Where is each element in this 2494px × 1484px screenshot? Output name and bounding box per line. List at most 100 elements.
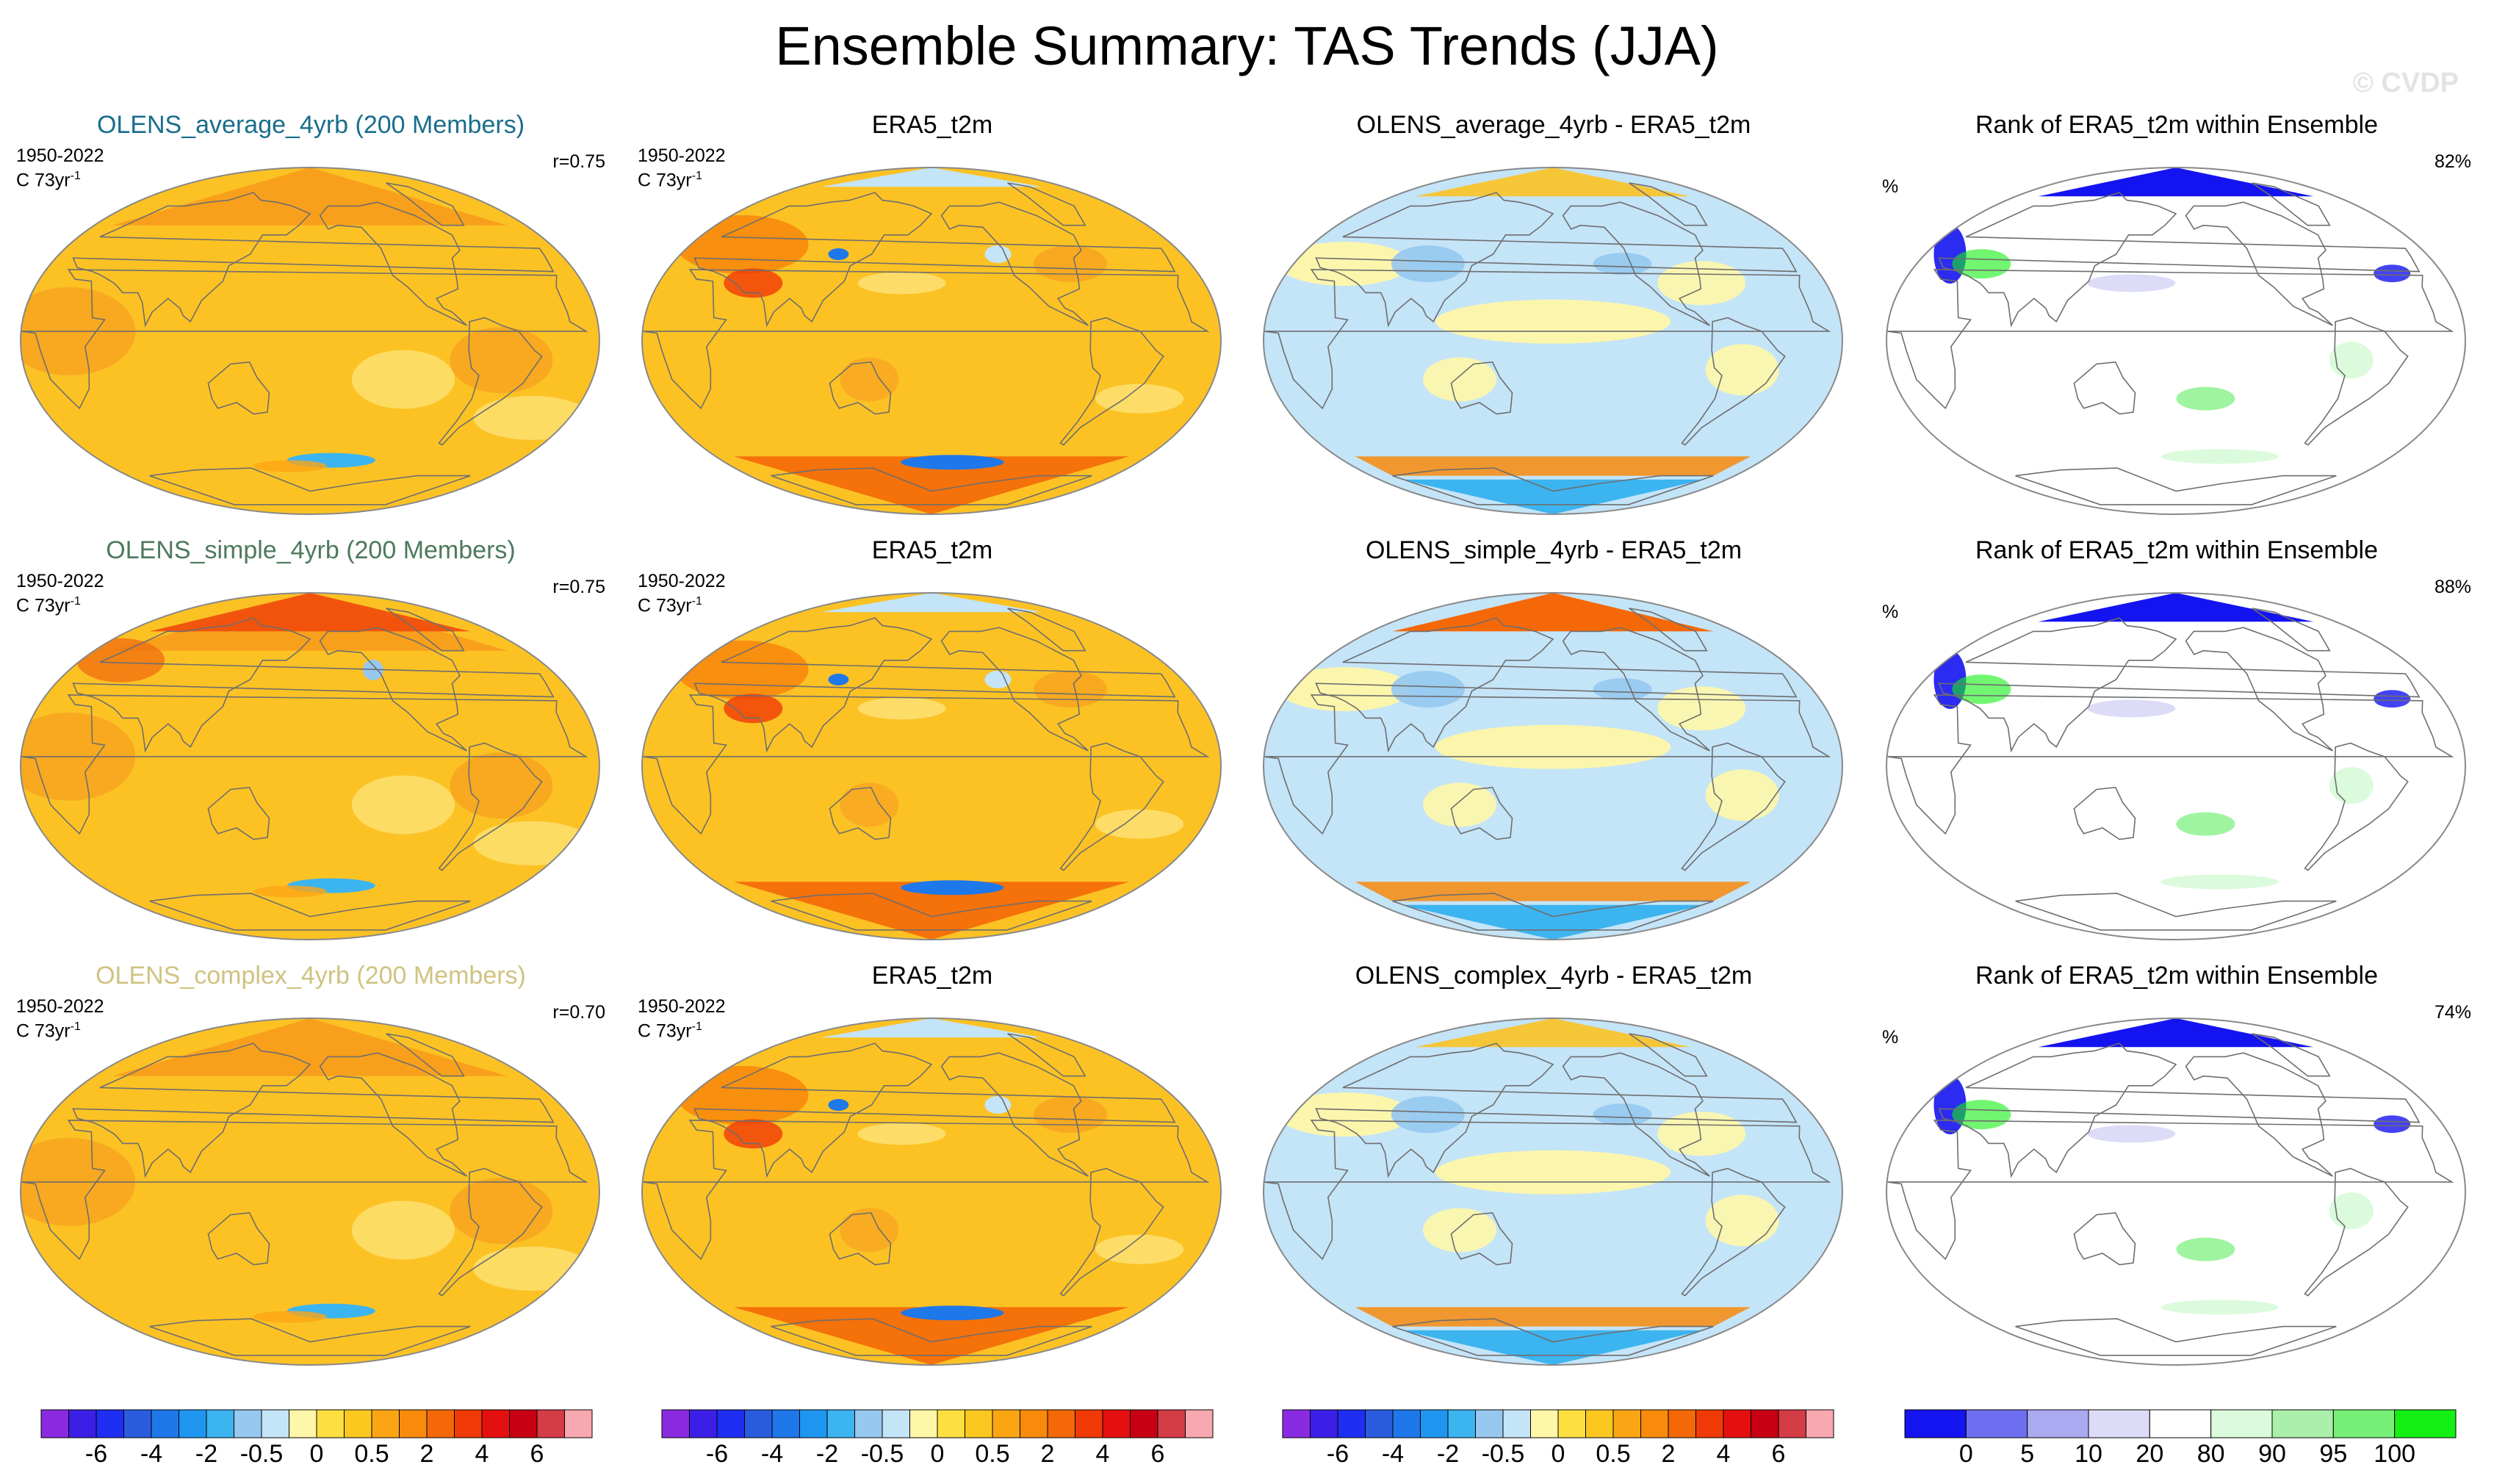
anomaly-patch bbox=[351, 350, 455, 409]
anomaly-patch bbox=[1657, 686, 1746, 731]
map-panel-ensemble: OLENS_simple_4yrb (200 Members) 1950-2022… bbox=[0, 536, 621, 960]
anomaly-patch bbox=[1705, 1195, 1779, 1247]
period-label: 1950-2022 bbox=[16, 996, 104, 1017]
colorbar-box bbox=[454, 1409, 483, 1438]
anomaly-patch bbox=[473, 1246, 591, 1291]
cooling-patch bbox=[984, 245, 1012, 263]
anomaly-patch bbox=[1034, 671, 1108, 708]
arctic-band bbox=[1415, 168, 1691, 197]
map-field bbox=[642, 168, 1221, 514]
units-text: C 73yr bbox=[638, 595, 692, 616]
anomaly-patch bbox=[1034, 1096, 1108, 1134]
map-panel-ensemble: OLENS_complex_4yrb (200 Members) 1950-202… bbox=[0, 961, 621, 1386]
period-label: 1950-2022 bbox=[16, 571, 104, 591]
colorbar-box bbox=[1020, 1409, 1048, 1438]
anomaly-patch bbox=[76, 638, 165, 682]
world-map bbox=[641, 1017, 1222, 1366]
panel-title: Rank of ERA5_t2m within Ensemble bbox=[1975, 962, 2379, 990]
page-title: Ensemble Summary: TAS Trends (JJA) bbox=[775, 15, 1719, 76]
units-label: C 73yr-1 bbox=[638, 166, 702, 190]
coastline-south-america bbox=[1681, 1167, 1786, 1297]
colorbar-boxes bbox=[1904, 1409, 2457, 1438]
high-rank-patch bbox=[2176, 812, 2235, 836]
coastline-antarctica bbox=[2015, 1318, 2337, 1356]
panel-title: OLENS_complex_4yrb - ERA5_t2m bbox=[1355, 962, 1753, 990]
panel-title: OLENS_complex_4yrb (200 Members) bbox=[95, 962, 526, 990]
high-rank-patch bbox=[1952, 1100, 2011, 1130]
low-rank-patch bbox=[2087, 274, 2176, 292]
polar-band bbox=[821, 1018, 1042, 1038]
coastline-south-america bbox=[1681, 317, 1786, 446]
low-rank-patch bbox=[2374, 264, 2411, 283]
world-map bbox=[20, 1017, 600, 1366]
colorbar-box bbox=[2332, 1409, 2396, 1438]
high-rank-patch bbox=[2160, 874, 2279, 890]
colorbar-box bbox=[1965, 1409, 2028, 1438]
map-background bbox=[21, 593, 599, 940]
anomaly-patch bbox=[857, 272, 946, 295]
coastline-north-america bbox=[1562, 627, 1710, 752]
map-panel-rank: Rank of ERA5_t2m within Ensemble 74%% bbox=[1866, 961, 2487, 1386]
coastline-antarctica bbox=[771, 467, 1092, 505]
trend-colorbar: -6 -4 -2 -0.5 0 0.5 2 4 6 bbox=[661, 1409, 1217, 1483]
colorbar-box bbox=[744, 1409, 773, 1438]
anomaly-patch bbox=[1593, 253, 1652, 275]
rank-percentage: 74% bbox=[2434, 1002, 2471, 1023]
colorbar-box bbox=[716, 1409, 745, 1438]
cooling-patch bbox=[828, 674, 849, 685]
anomaly-patch bbox=[473, 395, 591, 440]
percent-symbol: % bbox=[1882, 1027, 1899, 1048]
anomaly-patch bbox=[1278, 1092, 1411, 1137]
trend-colorbar: -6 -4 -2 -0.5 0 0.5 2 4 6 bbox=[40, 1409, 596, 1483]
colorbar-box bbox=[854, 1409, 883, 1438]
coastline-south-america bbox=[2304, 1167, 2409, 1297]
anomaly-patch bbox=[1705, 344, 1779, 396]
colorbar-tick-label: 6 bbox=[530, 1440, 544, 1468]
anomaly-patch bbox=[1435, 724, 1671, 769]
map-panel-obs: ERA5_t2m 1950-2022 C 73yr-1 bbox=[621, 110, 1243, 535]
coastline-antarctica bbox=[2015, 467, 2337, 505]
coastline-africa bbox=[1886, 694, 2454, 835]
percent-symbol: % bbox=[1882, 602, 1899, 622]
coastline-north-america bbox=[940, 627, 1089, 752]
coastline-africa bbox=[1264, 694, 1831, 835]
pattern-correlation: r=0.75 bbox=[552, 151, 605, 172]
percent-symbol: % bbox=[1882, 176, 1899, 197]
colorbar-boxes bbox=[40, 1409, 593, 1438]
colorbar-tick-label: 6 bbox=[1150, 1440, 1165, 1468]
coastline-greenland bbox=[1629, 608, 1708, 652]
high-rank-patch bbox=[2176, 1237, 2235, 1261]
colorbar-box bbox=[1806, 1409, 1834, 1438]
world-map bbox=[1886, 592, 2466, 940]
world-map bbox=[641, 592, 1222, 940]
coastline-eurasia bbox=[1938, 617, 2421, 753]
colorbar-box bbox=[1695, 1409, 1724, 1438]
southern-warming-band bbox=[1355, 1307, 1751, 1327]
coastline-eurasia bbox=[1315, 617, 1798, 753]
anomaly-patch bbox=[351, 775, 455, 835]
cooling-patch bbox=[828, 1099, 849, 1111]
colorbar-box bbox=[826, 1409, 855, 1438]
coastline-antarctica bbox=[1392, 1318, 1714, 1356]
anomaly-patch bbox=[450, 327, 553, 394]
low-rank-patch bbox=[2374, 1115, 2411, 1134]
units-text: C 73yr bbox=[16, 1020, 71, 1042]
colorbar-tick-label: 0 bbox=[1958, 1440, 1973, 1468]
colorbar-box bbox=[1904, 1409, 1967, 1438]
map-field bbox=[1886, 1018, 2465, 1365]
map-outline bbox=[641, 167, 1222, 515]
coastline-africa bbox=[21, 1120, 588, 1261]
polar-band bbox=[1401, 904, 1705, 940]
map-panel-rank: Rank of ERA5_t2m within Ensemble 82%% bbox=[1866, 110, 2487, 535]
colorbar-tick-label: -0.5 bbox=[1481, 1440, 1525, 1468]
map-outline bbox=[1886, 592, 2466, 940]
colorbar-tick-label: 4 bbox=[1095, 1440, 1110, 1468]
colorbar-tick-label: -4 bbox=[140, 1440, 163, 1468]
anomaly-patch bbox=[450, 752, 553, 819]
map-panel-difference: OLENS_simple_4yrb - ERA5_t2m bbox=[1243, 536, 1864, 960]
cooling-patch bbox=[901, 455, 1004, 470]
coastline-north-america bbox=[1562, 201, 1710, 326]
coastline-australia bbox=[829, 786, 892, 840]
polar-band bbox=[2038, 168, 2314, 197]
arctic-band bbox=[1415, 1018, 1691, 1048]
